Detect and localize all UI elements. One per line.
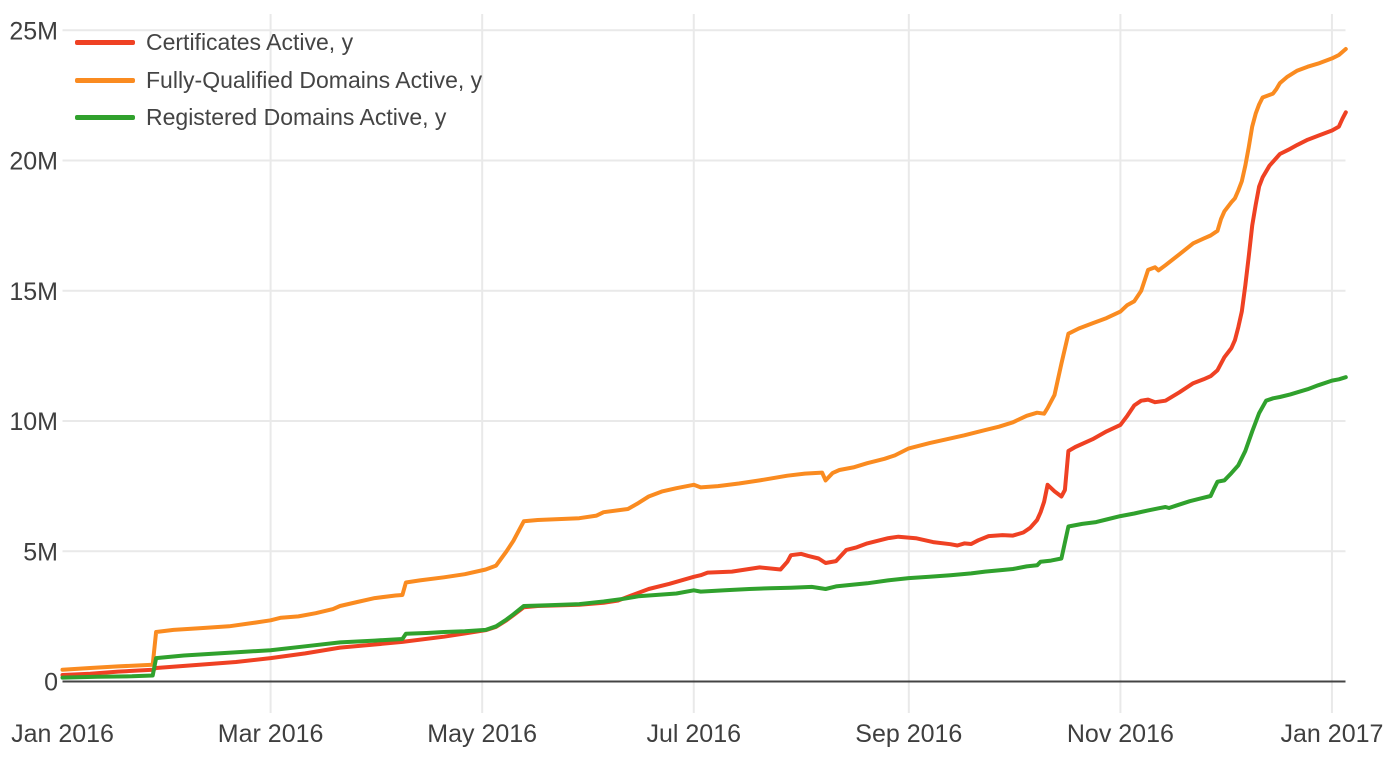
y-tick-label: 10M — [9, 408, 58, 436]
x-tick-label: Sep 2016 — [855, 720, 962, 748]
legend-swatch-icon — [75, 115, 135, 121]
line-fully-qualified-domains-active-y[interactable] — [60, 47, 1348, 672]
legend-swatch-icon — [75, 77, 135, 83]
legend-label: Certificates Active, y — [146, 29, 354, 56]
legend-item-certificates-active-y[interactable]: Certificates Active, y — [75, 24, 482, 62]
legend-swatch-icon — [75, 40, 135, 46]
legend: Certificates Active, y Fully-Qualified Do… — [75, 24, 482, 137]
line-registered-domains-active-y[interactable] — [60, 375, 1348, 680]
x-tick-label: Mar 2016 — [218, 720, 324, 748]
x-axis-tick-labels: Jan 2016 Mar 2016 May 2016 Jul 2016 Sep 2016… — [11, 720, 1383, 748]
legend-label: Fully-Qualified Domains Active, y — [146, 66, 483, 93]
horizontal-gridlines — [62, 29, 1346, 553]
legend-label: Registered Domains Active, y — [146, 104, 447, 131]
y-axis-tick-labels: 0 5M 10M 15M 20M 25M — [9, 17, 58, 696]
y-tick-label: 25M — [9, 17, 58, 45]
y-tick-label: 5M — [23, 538, 58, 566]
x-tick-label: May 2016 — [427, 720, 537, 748]
legend-item-registered-domains-active-y[interactable]: Registered Domains Active, y — [75, 99, 482, 137]
x-tick-label: Jul 2016 — [647, 720, 742, 748]
x-tick-label: Jan 2016 — [11, 720, 114, 748]
x-tick-label: Jan 2017 — [1281, 720, 1384, 748]
y-tick-label: 15M — [9, 278, 58, 306]
x-tick-label: Nov 2016 — [1067, 720, 1174, 748]
y-tick-label: 20M — [9, 148, 58, 176]
y-tick-label: 0 — [44, 669, 58, 697]
data-series-lines — [60, 47, 1348, 680]
legend-item-fully-qualified-domains-active-y[interactable]: Fully-Qualified Domains Active, y — [75, 62, 482, 100]
